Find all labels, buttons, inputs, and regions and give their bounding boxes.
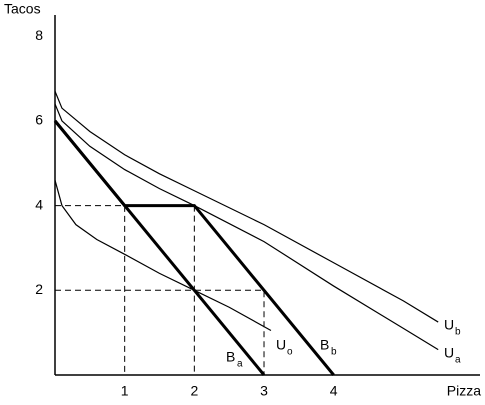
x-tick-label: 2 [190, 383, 198, 399]
y-tick-label: 8 [35, 27, 43, 43]
reference-line [55, 289, 265, 375]
x-axis-label: Pizza [447, 383, 481, 399]
series-label: B [320, 337, 329, 353]
y-tick-label: 4 [35, 196, 43, 212]
indifference-curve [54, 103, 439, 351]
indifference-curve [54, 180, 272, 332]
series-label: B [226, 349, 235, 365]
series-label-subscript: b [455, 327, 461, 338]
y-tick-label: 2 [35, 281, 43, 297]
x-tick-label: 3 [260, 383, 268, 399]
reference-line [55, 205, 126, 375]
x-tick-label: 4 [330, 383, 338, 399]
indifference-curve [54, 91, 439, 323]
series-label-subscript: a [237, 359, 243, 370]
series-label-subscript: o [287, 347, 293, 358]
series-label-subscript: b [331, 347, 337, 358]
series-label-subscript: a [455, 355, 461, 366]
x-tick-label: 1 [121, 383, 129, 399]
series-label: U [444, 345, 454, 361]
y-tick-label: 6 [35, 112, 43, 128]
series-label: U [276, 337, 286, 353]
budget-line [53, 119, 335, 376]
y-axis-label: Tacos [4, 1, 41, 17]
series-label: U [444, 317, 454, 333]
